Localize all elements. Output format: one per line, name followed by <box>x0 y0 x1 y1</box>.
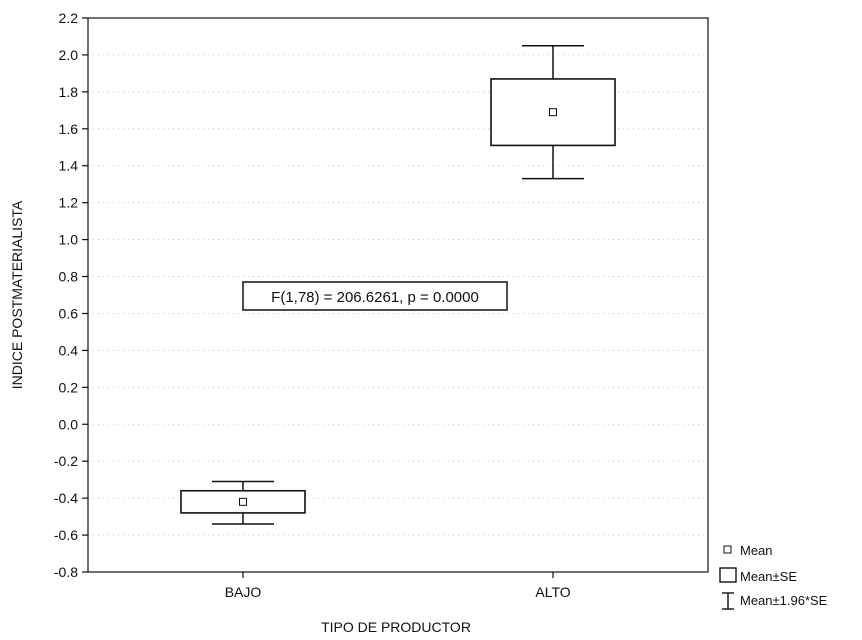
legend-ci-symbol <box>722 592 734 610</box>
x-tick-label: BAJO <box>225 584 262 600</box>
y-tick-label: 2.0 <box>59 47 79 63</box>
y-tick-label: 1.0 <box>59 232 79 248</box>
legend-mean-symbol <box>723 545 732 554</box>
x-tick-label: ALTO <box>535 584 570 600</box>
mean-marker <box>239 497 247 506</box>
legend: Mean Mean±SE Mean±1.96*SE <box>719 543 828 610</box>
x-axis-title: TIPO DE PRODUCTOR <box>321 619 471 635</box>
box-alto <box>490 44 616 180</box>
y-tick-label: 1.6 <box>59 121 79 137</box>
legend-se-symbol <box>719 567 737 583</box>
legend-mean-label: Mean <box>740 543 773 558</box>
anova-annotation: F(1,78) = 206.6261, p = 0.0000 <box>242 281 508 311</box>
y-tick-label: -0.6 <box>54 527 78 543</box>
plot-area <box>87 17 709 573</box>
y-tick-label: -0.8 <box>54 564 78 580</box>
y-tick-label: -0.4 <box>54 490 78 506</box>
legend-se-label: Mean±SE <box>740 569 797 584</box>
annotation-text: F(1,78) = 206.6261, p = 0.0000 <box>271 289 479 306</box>
y-tick-label: 0.2 <box>59 379 79 395</box>
legend-ci-label: Mean±1.96*SE <box>740 593 828 608</box>
y-tick-label: 2.2 <box>59 10 79 26</box>
y-tick-label: -0.2 <box>54 453 78 469</box>
mean-marker <box>549 108 557 117</box>
y-tick-label: 1.4 <box>59 158 79 174</box>
annotation-box <box>242 281 508 311</box>
y-tick-label: 0.6 <box>59 305 79 321</box>
y-axis-title: INDICE POSTMATERIALISTA <box>9 200 25 389</box>
y-tick-label: 0.4 <box>59 342 79 358</box>
box-bajo <box>180 480 306 525</box>
y-tick-label: 1.2 <box>59 195 79 211</box>
y-tick-label: 0.0 <box>59 416 79 432</box>
y-tick-label: 0.8 <box>59 269 79 285</box>
y-tick-label: 1.8 <box>59 84 79 100</box>
